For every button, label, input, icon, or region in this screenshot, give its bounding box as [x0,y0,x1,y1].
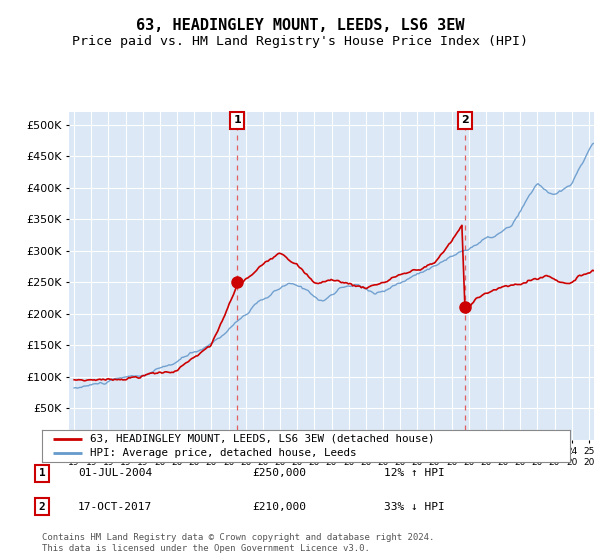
Text: Price paid vs. HM Land Registry's House Price Index (HPI): Price paid vs. HM Land Registry's House … [72,35,528,49]
Text: 2: 2 [38,502,46,512]
Text: 63, HEADINGLEY MOUNT, LEEDS, LS6 3EW: 63, HEADINGLEY MOUNT, LEEDS, LS6 3EW [136,18,464,32]
Text: £210,000: £210,000 [252,502,306,512]
Text: £250,000: £250,000 [252,468,306,478]
Text: HPI: Average price, detached house, Leeds: HPI: Average price, detached house, Leed… [89,448,356,458]
Text: 01-JUL-2004: 01-JUL-2004 [78,468,152,478]
Text: 63, HEADINGLEY MOUNT, LEEDS, LS6 3EW (detached house): 63, HEADINGLEY MOUNT, LEEDS, LS6 3EW (de… [89,433,434,444]
Text: Contains HM Land Registry data © Crown copyright and database right 2024.
This d: Contains HM Land Registry data © Crown c… [42,533,434,553]
Text: 1: 1 [38,468,46,478]
Text: 1: 1 [233,115,241,125]
Text: 17-OCT-2017: 17-OCT-2017 [78,502,152,512]
Text: 12% ↑ HPI: 12% ↑ HPI [384,468,445,478]
Text: 2: 2 [461,115,469,125]
Text: 33% ↓ HPI: 33% ↓ HPI [384,502,445,512]
